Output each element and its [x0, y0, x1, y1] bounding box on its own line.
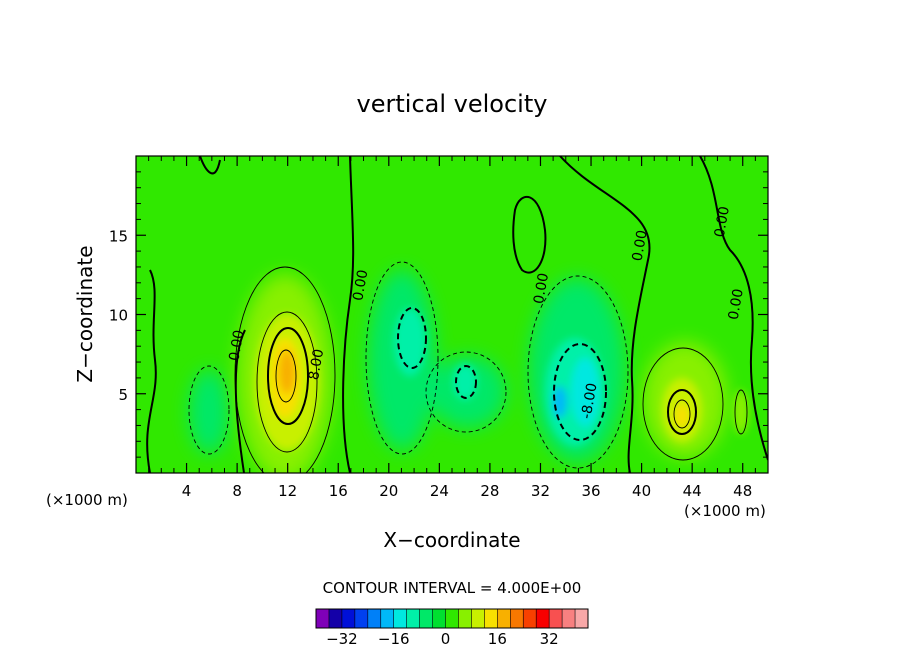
- x-tick-label: 16: [329, 482, 348, 500]
- colorbar-tick-label: 32: [540, 630, 559, 648]
- colorbar-swatch: [471, 609, 485, 628]
- colorbar-swatch: [316, 609, 330, 628]
- updraft-peak-12km: [279, 350, 295, 394]
- contour-plus8: [267, 327, 309, 425]
- zero-contour: [199, 156, 221, 175]
- x-units-right: (×1000 m): [684, 502, 766, 520]
- colorbar: −32 −16 0 16 32: [315, 608, 589, 648]
- contour-line: [642, 347, 724, 461]
- colorbar-swatch: [484, 609, 498, 628]
- colorbar-swatch: [562, 609, 576, 628]
- colorbar-swatch: [367, 609, 382, 628]
- contour-label: -8.00: [579, 382, 601, 420]
- x-axis-label: X−coordinate: [383, 528, 520, 552]
- zero-contour: [559, 156, 651, 473]
- colorbar-swatch: [393, 609, 407, 628]
- downdraft-inner-34km: [571, 358, 599, 426]
- colorbar-tick-label: 0: [441, 630, 451, 648]
- contour-interval-text: CONTOUR INTERVAL = 4.000E+00: [323, 579, 582, 597]
- contour-minus8: [397, 307, 427, 369]
- contour-label: 0.00: [712, 205, 733, 238]
- x-tick-label: 36: [581, 482, 600, 500]
- y-axis: 5 10 15: [109, 171, 768, 458]
- colorbar-swatch: [549, 609, 563, 628]
- y-tick-label: 10: [109, 307, 128, 325]
- colorbar-tick-label: −32: [326, 630, 358, 648]
- colorbar-swatch: [328, 609, 343, 628]
- x-tick-label: 8: [232, 482, 242, 500]
- downdraft-region-6km: [189, 370, 229, 454]
- colorbar-frame: [315, 608, 589, 629]
- chart-title: vertical velocity: [357, 90, 548, 118]
- zero-contour: [699, 156, 768, 461]
- x-tick-label: 24: [430, 482, 449, 500]
- contour-minus8: [455, 365, 477, 399]
- contour-line-negative: [188, 365, 230, 455]
- y-axis-label: Z−coordinate: [73, 245, 97, 382]
- downdraft-peak-34km: [553, 386, 567, 418]
- contour-line: [275, 349, 297, 403]
- contour-line: [734, 389, 748, 435]
- x-axis: 4 8 12 16 20 24 28 32 36 40 44 48: [148, 156, 756, 500]
- downdraft-core-26km: [453, 364, 477, 400]
- x-tick-label: 48: [733, 482, 752, 500]
- zero-contour: [146, 269, 157, 473]
- y-tick-label: 15: [109, 227, 128, 245]
- contour-labels: 0.00 0.00 8.00 0.00 0.00 0.00 0.00 -8.00: [226, 205, 746, 420]
- zero-contour: [512, 195, 547, 274]
- contour-line-negative: [365, 261, 439, 455]
- updraft-peak-43km: [675, 404, 689, 428]
- contour-label: 0.00: [630, 229, 651, 262]
- colorbar-swatch: [575, 609, 589, 628]
- downdraft-core-22km: [394, 308, 426, 376]
- contour-line: [673, 399, 691, 429]
- zero-contour: [234, 329, 246, 473]
- contour-line-negative: [425, 351, 507, 433]
- colorbar-tick-label: −16: [378, 630, 410, 648]
- colorbar-swatch: [341, 609, 356, 628]
- contour-line-negative: [527, 275, 629, 469]
- colorbar-swatch: [510, 609, 524, 628]
- x-tick-label: 32: [531, 482, 550, 500]
- updraft-region-48km: [733, 390, 749, 434]
- x-units-left: (×1000 m): [46, 491, 128, 509]
- colorbar-swatch: [432, 609, 446, 628]
- contour-label: 0.00: [350, 269, 371, 302]
- x-tick-label: 20: [379, 482, 398, 500]
- colorbar-swatch: [536, 609, 550, 628]
- x-tick-label: 44: [683, 482, 702, 500]
- colorbar-swatch: [354, 609, 369, 628]
- contour-label: 8.00: [306, 348, 327, 381]
- contour-line: [256, 311, 318, 453]
- contour-plus8: [667, 389, 697, 435]
- zero-contour: [342, 156, 355, 473]
- x-tick-label: 4: [182, 482, 192, 500]
- y-tick-label: 5: [118, 386, 128, 404]
- x-tick-label: 12: [278, 482, 297, 500]
- colorbar-swatch: [497, 609, 511, 628]
- colorbar-swatch: [380, 609, 395, 628]
- contour-minus8: [553, 343, 607, 441]
- contour-label: 0.00: [531, 272, 552, 305]
- contour-label: 0.00: [226, 329, 247, 362]
- colorbar-tick-label: 16: [488, 630, 507, 648]
- colorbar-swatch: [445, 609, 459, 628]
- x-tick-label: 28: [480, 482, 499, 500]
- contour-label: 0.00: [726, 288, 747, 321]
- colorbar-swatch: [406, 609, 420, 628]
- colorbar-swatch: [523, 609, 537, 628]
- contour-field: 0.00 0.00 8.00 0.00 0.00 0.00 0.00 -8.00: [136, 156, 768, 473]
- x-tick-label: 40: [632, 482, 651, 500]
- colorbar-swatch: [458, 609, 472, 628]
- colorbar-swatch: [419, 609, 433, 628]
